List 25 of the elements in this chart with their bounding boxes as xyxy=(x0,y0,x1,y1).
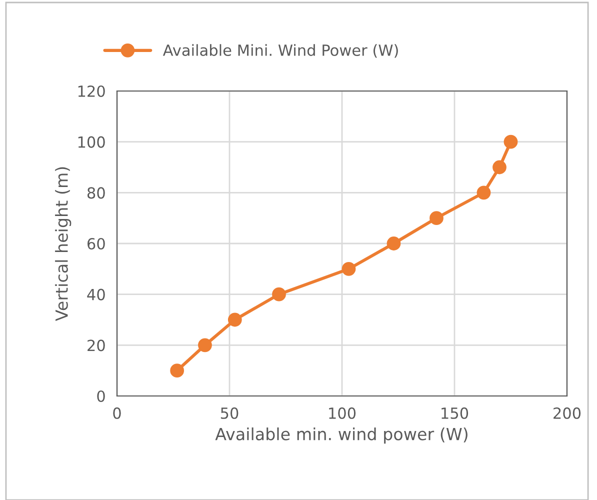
y-tick-label: 80 xyxy=(87,187,105,199)
y-tick-label: 20 xyxy=(88,340,105,352)
point xyxy=(170,364,184,378)
x-tick-label: 50 xyxy=(220,407,238,419)
x-tick-label: 100 xyxy=(329,407,356,419)
point xyxy=(430,211,444,226)
point xyxy=(342,262,356,276)
point xyxy=(272,287,286,302)
point xyxy=(198,338,212,352)
x-tick-label: 0 xyxy=(113,407,121,419)
y-tick-label: 0 xyxy=(97,390,105,402)
x-axis-title: Available min. wind power (W) xyxy=(215,427,468,444)
x-tick-label: 200 xyxy=(554,407,581,419)
y-tick-label: 60 xyxy=(88,238,105,250)
point xyxy=(228,312,242,327)
point xyxy=(386,236,401,250)
point xyxy=(476,186,491,200)
point xyxy=(504,134,518,149)
point xyxy=(492,160,506,174)
y-tick-label: 100 xyxy=(78,136,105,148)
x-tick-label: 150 xyxy=(442,407,468,419)
legend-label: Available Mini. Wind Power (W) xyxy=(162,44,398,58)
y-tick-label: 40 xyxy=(87,288,105,300)
y-axis-title: Vertical height (m) xyxy=(55,167,72,322)
y-tick-label: 120 xyxy=(78,85,105,98)
